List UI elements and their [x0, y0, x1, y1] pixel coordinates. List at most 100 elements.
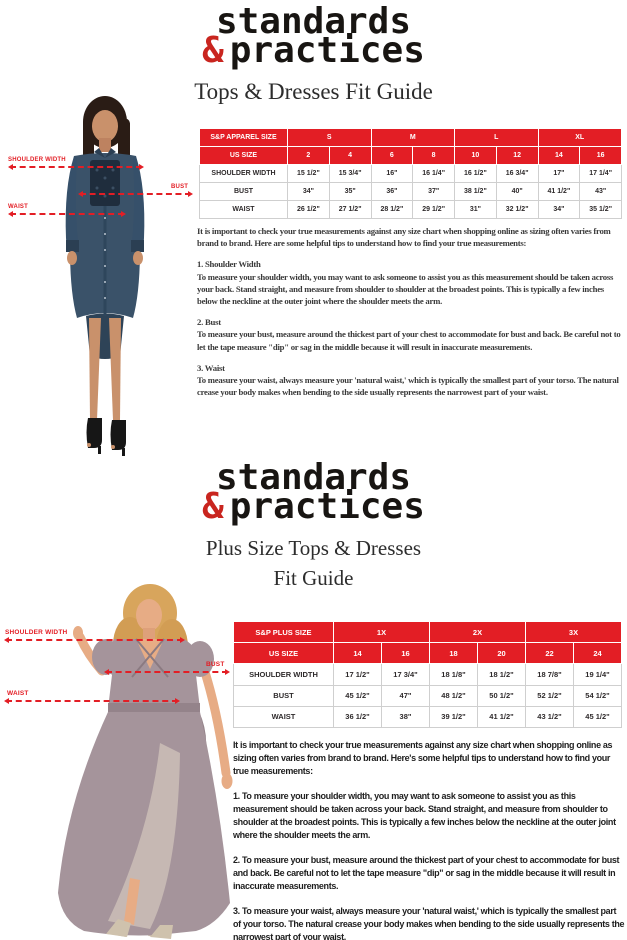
size-table-cell: 38" [381, 705, 430, 729]
section-title-line2: Fit Guide [273, 566, 354, 590]
size-table-cell: 54 1/2" [573, 684, 622, 707]
size-table-cell: 32 1/2" [495, 200, 539, 219]
instructions-plus: It is important to check your true measu… [233, 739, 625, 940]
size-table-regular: S&P APPAREL SIZE S M L XL US SIZE 2 4 6 8 10 12 14 16… [199, 128, 622, 219]
shoulder-width-label: SHOULDER WIDTH [5, 629, 68, 636]
size-table-cell: 2 [287, 146, 330, 165]
size-table-cell: 14 [537, 146, 581, 165]
tip-body: To measure your waist, always measure yo… [197, 375, 619, 398]
size-table-cell: 8 [412, 146, 455, 165]
tip-body: To measure your bust, measure around the… [197, 329, 621, 352]
brand-logo-word2: practices [229, 486, 425, 527]
brand-logo: standards & practices [0, 1, 627, 69]
size-table-cell: L [454, 128, 539, 147]
size-table-cell: US SIZE [199, 146, 288, 165]
tip-heading: 1. Shoulder Width [197, 259, 261, 270]
bust-arrow [104, 669, 230, 675]
waist-label: WAIST [8, 204, 28, 210]
size-table-cell: 16 1/2" [454, 164, 497, 183]
tip-waist: 3. Waist To measure your waist, always m… [197, 362, 626, 399]
brand-logo-ampersand: & [202, 30, 224, 71]
size-table-cell: 41 1/2" [537, 182, 581, 201]
size-table-cell: 3X [525, 620, 622, 644]
tip-bust: 2. To measure your bust, measure around … [233, 855, 620, 891]
size-table-cell: 37" [412, 182, 455, 201]
tip-body: To measure your shoulder width, you may … [197, 271, 614, 307]
size-table-cell: WAIST [199, 200, 288, 219]
tip-shoulder-width: 1. To measure your shoulder width, you m… [233, 791, 616, 840]
size-table-cell: 52 1/2" [525, 684, 574, 707]
size-table-cell: S [287, 128, 372, 147]
model-photo-regular [65, 96, 145, 456]
brand-logo-line2: & practices [0, 33, 627, 69]
brand-logo-ampersand: & [202, 486, 224, 527]
size-table-cell: 47" [381, 684, 430, 707]
size-table-cell: 26 1/2" [287, 200, 330, 219]
tip-waist: 3. To measure your waist, always measure… [233, 906, 625, 940]
size-table-cell: 36 1/2" [333, 705, 382, 729]
shoulder-width-arrow [8, 164, 144, 170]
section-title-regular: Tops & Dresses Fit Guide [194, 79, 433, 104]
bust-label: BUST [206, 661, 225, 668]
size-table-cell: 16 1/4" [412, 164, 455, 183]
size-table-cell: 45 1/2" [333, 684, 382, 707]
size-table-cell: 43 1/2" [525, 705, 574, 729]
size-table-cell: 31" [454, 200, 497, 219]
size-table-cell: 14 [333, 642, 382, 665]
size-table-cell: 16 [381, 642, 430, 665]
size-table-cell: 19 1/4" [573, 663, 622, 686]
size-table-cell: 1X [333, 620, 430, 644]
size-table-cell: 29 1/2" [412, 200, 455, 219]
size-table-plus: S&P PLUS SIZE 1X 2X 3X US SIZE 14 16 18 20 22 24 SH… [233, 620, 622, 729]
size-table-cell: 18 [429, 642, 478, 665]
size-table-cell: 18 7/8" [525, 663, 574, 686]
size-table: S&P PLUS SIZE 1X 2X 3X US SIZE 14 16 18 20 22 24 SH… [233, 620, 622, 729]
size-table-cell: WAIST [233, 705, 334, 729]
size-table-cell: 45 1/2" [573, 705, 622, 729]
size-table-cell: 17 1/4" [579, 164, 622, 183]
size-table-cell: 34" [537, 200, 581, 219]
size-table-cell: 16" [370, 164, 414, 183]
size-table-cell: 35" [328, 182, 372, 201]
size-table-cell: 28 1/2" [370, 200, 414, 219]
section-title-line1: Plus Size Tops & Dresses [205, 536, 422, 560]
size-table-cell: 48 1/2" [429, 684, 478, 707]
size-table-cell: US SIZE [233, 642, 334, 665]
size-table-cell: M [370, 128, 455, 147]
size-table-cell: BUST [199, 182, 288, 201]
size-table-cell: 34" [287, 182, 330, 201]
size-table-cell: 6 [370, 146, 414, 165]
shoulder-width-arrow [4, 637, 185, 643]
size-table-cell: 10 [454, 146, 497, 165]
size-table-cell: 4 [328, 146, 372, 165]
size-table-cell: 43" [579, 182, 622, 201]
shoulder-width-label: SHOULDER WIDTH [8, 157, 66, 163]
tip-heading: 3. Waist [197, 362, 225, 373]
size-table-cell: 18 1/8" [429, 663, 478, 686]
size-table-cell: 17 1/2" [333, 663, 382, 686]
size-table-cell: 39 1/2" [429, 705, 478, 729]
size-table-cell: 41 1/2" [477, 705, 526, 729]
size-table-cell: 16 3/4" [495, 164, 539, 183]
size-table-cell: 22 [525, 642, 574, 665]
size-table-cell: S&P PLUS SIZE [233, 620, 334, 644]
size-table-cell: 20 [477, 642, 526, 665]
brand-logo: standards & practices [0, 460, 627, 525]
size-table-cell: 17 3/4" [381, 663, 430, 686]
size-table-cell: BUST [233, 684, 334, 707]
size-table-cell: S&P APPAREL SIZE [199, 128, 288, 147]
brand-logo-line2: & practices [0, 489, 627, 525]
tip-shoulder-width: 1. Shoulder Width To measure your should… [197, 258, 626, 307]
waist-arrow [4, 698, 180, 704]
brand-logo-word2: practices [229, 30, 425, 71]
size-table: S&P APPAREL SIZE S M L XL US SIZE 2 4 6 8 10 12 14 16… [199, 128, 622, 219]
size-table-cell: 18 1/2" [477, 663, 526, 686]
waist-arrow [8, 211, 126, 217]
brand-logo-word1: standards [215, 1, 412, 42]
size-table-cell: XL [537, 128, 622, 147]
size-table-cell: SHOULDER WIDTH [233, 663, 334, 686]
intro-paragraph: It is important to check your true measu… [233, 740, 613, 776]
size-table-cell: 17" [537, 164, 581, 183]
size-table-cell: 35 1/2" [579, 200, 622, 219]
